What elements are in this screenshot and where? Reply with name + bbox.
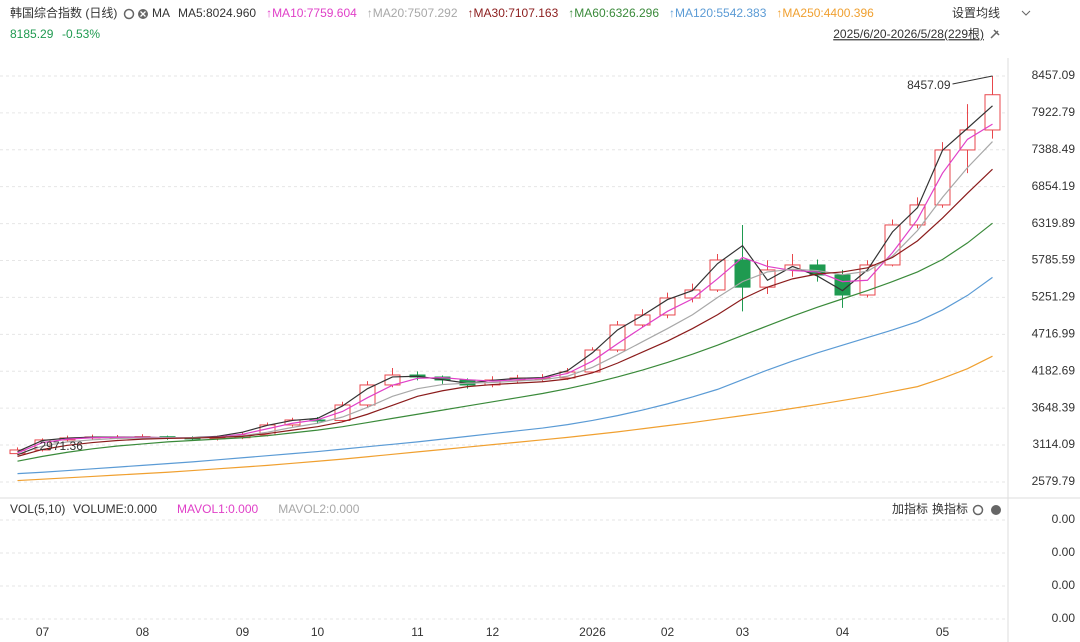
y-tick-label: 4182.69: [1032, 363, 1076, 377]
vol-title: VOL(5,10): [10, 502, 65, 516]
switch-indicator[interactable]: 换指标: [932, 501, 968, 516]
settings-icon[interactable]: [123, 8, 135, 20]
change: -0.53%: [62, 27, 100, 41]
vol-tick-label: 0.00: [1052, 611, 1076, 625]
legend-entry: MA5:8024.960: [178, 6, 256, 20]
icons: [123, 8, 148, 20]
y-tick-label: 4716.99: [1032, 326, 1076, 340]
low-label: 2971.36: [40, 439, 84, 453]
y-tick-label: 6854.19: [1032, 179, 1076, 193]
y-tick-label: 3114.09: [1033, 437, 1076, 451]
candle-body: [784, 264, 801, 271]
dropdown-arrow: [1021, 10, 1031, 16]
candle-body: [734, 259, 751, 288]
legend-entry: ↑MA60:6326.296: [568, 6, 659, 20]
x-tick-label: 02: [661, 625, 675, 639]
vol-tick-label: 0.00: [1052, 545, 1076, 559]
ma-line: [17, 276, 993, 475]
y-tick-label: 3648.39: [1032, 400, 1076, 414]
y-tick-label: 6319.89: [1032, 216, 1076, 230]
y-tick-label: 2579.79: [1032, 474, 1076, 488]
high-label: 8457.09: [907, 78, 951, 92]
y-tick-label: 7388.49: [1032, 142, 1076, 156]
settings-icon[interactable]: [972, 504, 984, 516]
chart-title: 韩国综合指数 (日线): [10, 5, 117, 20]
x-tick-label: 04: [836, 625, 850, 639]
last-close: 8185.29: [10, 27, 54, 41]
x-tick-label: 08: [136, 625, 150, 639]
x-tick-label: 05: [936, 625, 950, 639]
candle-body: [609, 324, 626, 351]
ma-line: [17, 355, 993, 482]
vol-tick-label: 0.00: [1052, 512, 1076, 526]
y-tick-label: 5251.29: [1032, 290, 1076, 304]
close-icon[interactable]: [991, 505, 1001, 515]
y-tick-label: 7922.79: [1032, 105, 1076, 119]
y-tick-label: 5785.59: [1032, 253, 1076, 267]
vol-legend: VOLUME:0.000: [73, 502, 157, 516]
vol-legend: MAVOL2:0.000: [278, 502, 359, 516]
pin-icon[interactable]: [990, 29, 1000, 39]
high-pointer: [952, 75, 993, 85]
settings-button[interactable]: 设置均线: [952, 6, 1000, 20]
close-icon-x: [140, 11, 146, 17]
x-tick-label: 12: [486, 625, 500, 639]
x-tick-label: 07: [36, 625, 50, 639]
candle-body: [659, 297, 676, 316]
legend-entry: ↑MA120:5542.383: [669, 6, 767, 20]
x-tick-label: 09: [236, 625, 250, 639]
legend-entry: ↑MA20:7507.292: [367, 6, 458, 20]
legend-entry: ↑MA250:4400.396: [776, 6, 874, 20]
legend-entry: ↑MA10:7759.604: [266, 6, 357, 20]
ma-label: MA: [152, 6, 170, 20]
x-tick-label: 03: [736, 625, 750, 639]
add-indicator[interactable]: 加指标: [892, 501, 928, 516]
y-tick-label: 8457.09: [1032, 68, 1076, 82]
date-range[interactable]: 2025/6/20-2026/5/28(229根): [833, 27, 984, 41]
candle-body: [834, 274, 851, 296]
vol-tick-label: 0.00: [1052, 578, 1076, 592]
x-tick-label: 10: [311, 625, 325, 639]
legend-entry: ↑MA30:7107.163: [468, 6, 559, 20]
x-tick-label: 2026: [579, 625, 606, 639]
ma-line: [17, 222, 993, 462]
ma-line: [17, 168, 993, 457]
vol-legend: MAVOL1:0.000: [177, 502, 258, 516]
low-pointer: [17, 446, 38, 456]
x-tick-label: 11: [411, 625, 424, 639]
